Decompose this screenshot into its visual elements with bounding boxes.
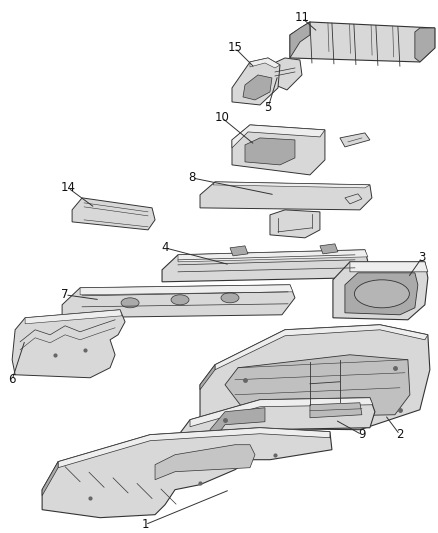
Text: 5: 5 [264, 101, 272, 115]
Text: 7: 7 [61, 288, 69, 301]
Polygon shape [200, 182, 372, 210]
Text: 9: 9 [358, 428, 366, 441]
Polygon shape [290, 22, 310, 58]
Polygon shape [415, 28, 435, 62]
Polygon shape [72, 198, 155, 230]
Polygon shape [320, 244, 338, 254]
Text: 15: 15 [228, 42, 242, 54]
Polygon shape [230, 246, 248, 256]
Polygon shape [190, 398, 373, 427]
Text: 1: 1 [141, 518, 149, 531]
Text: 3: 3 [418, 252, 426, 264]
Polygon shape [345, 273, 418, 315]
Polygon shape [62, 285, 295, 318]
Text: 14: 14 [60, 181, 76, 195]
Polygon shape [25, 310, 122, 324]
Polygon shape [340, 133, 370, 147]
Polygon shape [250, 58, 280, 68]
Text: 6: 6 [8, 373, 16, 386]
Polygon shape [42, 427, 332, 518]
Polygon shape [213, 182, 370, 188]
Polygon shape [268, 58, 302, 90]
Polygon shape [270, 210, 320, 238]
Text: 8: 8 [188, 172, 196, 184]
Polygon shape [80, 285, 293, 295]
Polygon shape [245, 138, 295, 165]
Ellipse shape [171, 295, 189, 305]
Polygon shape [200, 325, 430, 430]
Text: 2: 2 [396, 428, 404, 441]
Text: 11: 11 [294, 12, 310, 25]
Text: 10: 10 [215, 111, 230, 124]
Ellipse shape [221, 293, 239, 303]
Polygon shape [12, 310, 125, 378]
Polygon shape [333, 262, 428, 320]
Polygon shape [225, 355, 410, 418]
Polygon shape [290, 22, 435, 62]
Polygon shape [175, 398, 375, 467]
Polygon shape [210, 408, 265, 445]
Polygon shape [232, 125, 325, 148]
Polygon shape [162, 250, 368, 282]
Polygon shape [215, 325, 428, 370]
Polygon shape [310, 403, 362, 418]
Polygon shape [200, 365, 215, 390]
Polygon shape [243, 75, 272, 100]
Polygon shape [58, 427, 330, 467]
Polygon shape [232, 58, 280, 105]
Polygon shape [232, 125, 325, 175]
Polygon shape [42, 462, 58, 496]
Polygon shape [155, 445, 255, 480]
Polygon shape [350, 262, 428, 272]
Polygon shape [178, 250, 368, 262]
Ellipse shape [354, 280, 410, 308]
Ellipse shape [121, 298, 139, 308]
Text: 4: 4 [161, 241, 169, 254]
Polygon shape [345, 194, 362, 204]
